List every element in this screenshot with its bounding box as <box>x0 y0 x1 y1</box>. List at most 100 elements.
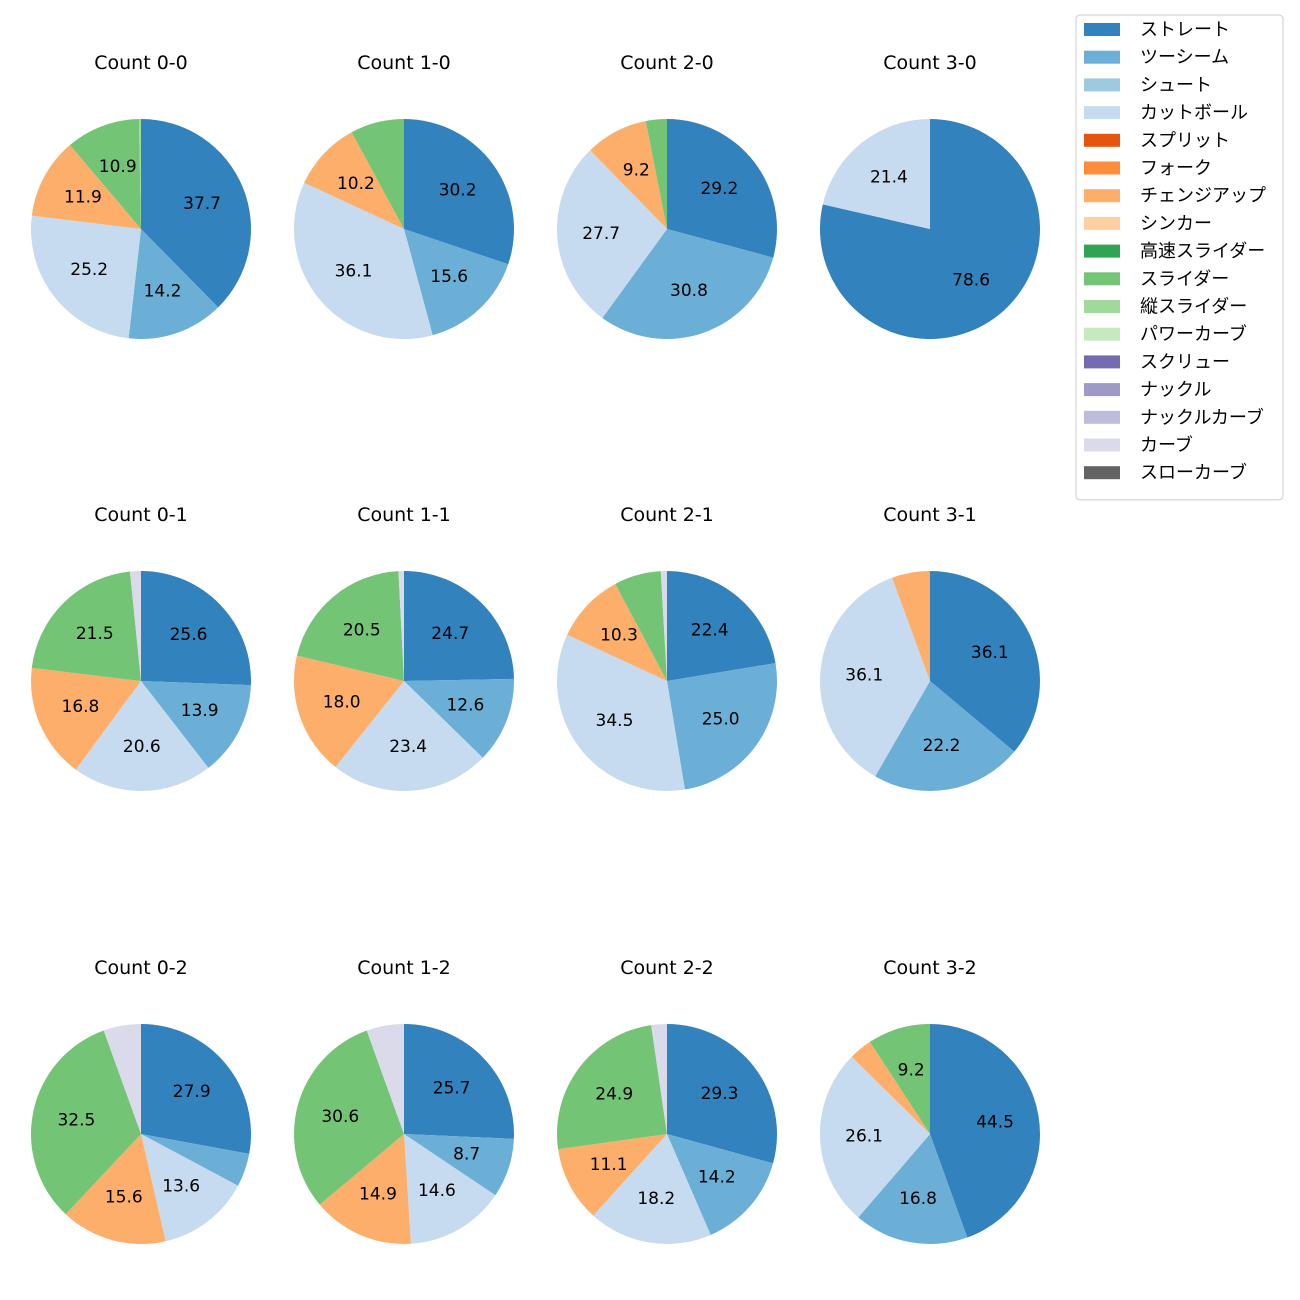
chart-title: Count 1-0 <box>357 52 451 74</box>
slice-7 <box>30 667 142 770</box>
slice-10 <box>294 1030 404 1205</box>
slice-7 <box>558 1134 667 1216</box>
slice-2 <box>404 229 509 336</box>
slice-1 <box>141 1024 252 1154</box>
pie-8: Count 3-1 36.1 22.2 36.1 <box>819 504 1040 792</box>
slice-16 <box>366 1024 404 1134</box>
slice-value-label: 13.9 <box>181 701 219 721</box>
slice-2 <box>667 1134 774 1235</box>
slice-7 <box>65 1134 166 1245</box>
legend-entry: フォーク <box>1140 158 1212 179</box>
slice-1 <box>141 119 252 308</box>
pie-1: Count 0-0 37.7 14.2 25.2 11.9 10.9 <box>30 52 252 340</box>
slice-value-label: 15.6 <box>105 1188 143 1208</box>
slice-value-label: 34.5 <box>596 711 634 731</box>
legend-entry: スクリュー <box>1140 352 1230 373</box>
slice-10 <box>645 119 667 229</box>
slice-value-label: 18.2 <box>637 1189 675 1209</box>
slice-10 <box>351 119 404 229</box>
slice-4 <box>75 681 209 791</box>
slice-1 <box>930 1024 1041 1238</box>
slice-4 <box>557 634 685 792</box>
slice-value-label: 25.0 <box>702 709 740 729</box>
slice-value-label: 30.8 <box>670 281 708 301</box>
legend: ストレートツーシームシュートカットボールスプリットフォークチェンジアップシンカー… <box>1075 14 1284 501</box>
slice-value-label: 16.8 <box>899 1189 937 1209</box>
slice-value-label: 32.5 <box>57 1111 95 1131</box>
slice-4 <box>404 1134 496 1244</box>
chart-title: Count 2-1 <box>620 504 714 526</box>
slice-value-label: 14.2 <box>144 281 182 301</box>
legend-swatch <box>1084 50 1120 64</box>
slice-value-label: 21.4 <box>870 167 908 187</box>
slice-value-label: 20.5 <box>343 620 381 640</box>
legend-swatch <box>1084 216 1120 230</box>
slice-value-label: 29.2 <box>700 179 738 199</box>
legend-swatch <box>1084 272 1120 286</box>
slice-value-label: 25.2 <box>70 260 108 280</box>
pie-9: Count 0-2 27.9 13.6 15.6 32.5 <box>30 957 252 1245</box>
charts-layer: Count 0-0 37.7 14.2 25.2 11.9 10.9 Count 1-0 30… <box>30 52 1041 1245</box>
chart-title: Count 0-0 <box>94 52 188 74</box>
slice-value-label: 12.6 <box>446 695 484 715</box>
slice-value-label: 22.2 <box>923 736 961 756</box>
legend-entry: ナックルカーブ <box>1140 406 1264 428</box>
slice-4 <box>335 681 483 791</box>
legend-entry: チェンジアップ <box>1140 186 1266 207</box>
legend-entry: ストレート <box>1140 20 1230 41</box>
slice-value-label: 44.5 <box>976 1113 1014 1133</box>
chart-title: Count 3-0 <box>883 52 977 74</box>
slice-16 <box>651 1024 667 1134</box>
slice-value-label: 25.7 <box>433 1078 471 1098</box>
pie-12: Count 3-2 44.5 16.8 26.1 9.2 <box>820 957 1041 1245</box>
legend-swatch <box>1084 189 1120 203</box>
pie-6: Count 1-1 24.7 12.6 23.4 18.0 20.5 <box>294 504 514 791</box>
legend-swatch <box>1084 244 1120 258</box>
legend-entry: スプリット <box>1140 130 1230 151</box>
slice-10 <box>69 119 141 229</box>
slice-value-label: 36.1 <box>845 665 883 685</box>
slice-value-label: 24.7 <box>431 624 469 644</box>
pie-7: Count 2-1 22.4 25.0 34.5 10.3 <box>557 504 778 792</box>
slice-value-label: 23.4 <box>389 737 427 757</box>
slice-value-label: 26.1 <box>845 1127 883 1147</box>
slice-4 <box>557 150 667 318</box>
slice-value-label: 24.9 <box>595 1084 633 1104</box>
slice-16 <box>398 571 404 681</box>
legend-entry: スライダー <box>1140 269 1229 290</box>
legend-swatch <box>1084 327 1120 341</box>
slice-value-label: 27.9 <box>173 1082 211 1102</box>
legend-entry: パワーカーブ <box>1140 323 1247 345</box>
slice-7 <box>31 145 141 229</box>
slice-10 <box>30 1030 142 1215</box>
slice-value-label: 14.2 <box>698 1167 736 1187</box>
slice-value-label: 9.2 <box>898 1061 925 1081</box>
slice-value-label: 18.0 <box>323 693 361 713</box>
slice-value-label: 8.7 <box>453 1145 480 1165</box>
legend-swatch <box>1084 300 1120 313</box>
slice-1 <box>404 1024 514 1139</box>
slice-7 <box>294 655 404 768</box>
legend-entry: カーブ <box>1140 434 1193 456</box>
slice-7 <box>567 583 667 681</box>
legend-swatch <box>1084 466 1120 480</box>
legend-entry: カットボール <box>1140 103 1248 124</box>
slice-2 <box>667 663 778 790</box>
slice-4 <box>30 215 142 339</box>
legend-entry: 縦スライダー <box>1140 297 1247 318</box>
legend-swatch <box>1084 78 1120 92</box>
slice-7 <box>304 132 404 229</box>
slice-11 <box>138 119 141 229</box>
legend-swatch <box>1084 106 1120 120</box>
legend-swatch <box>1084 355 1120 369</box>
slice-value-label: 14.6 <box>418 1181 456 1201</box>
slice-value-label: 25.6 <box>170 625 208 645</box>
pie-2: Count 1-0 30.2 15.6 36.1 10.2 <box>294 52 514 339</box>
legend-swatch <box>1084 410 1120 424</box>
slice-10 <box>296 571 404 681</box>
slice-7 <box>319 1134 411 1244</box>
slice-value-label: 21.5 <box>76 624 114 644</box>
slice-value-label: 20.6 <box>123 737 161 757</box>
legend-swatch <box>1084 161 1120 175</box>
